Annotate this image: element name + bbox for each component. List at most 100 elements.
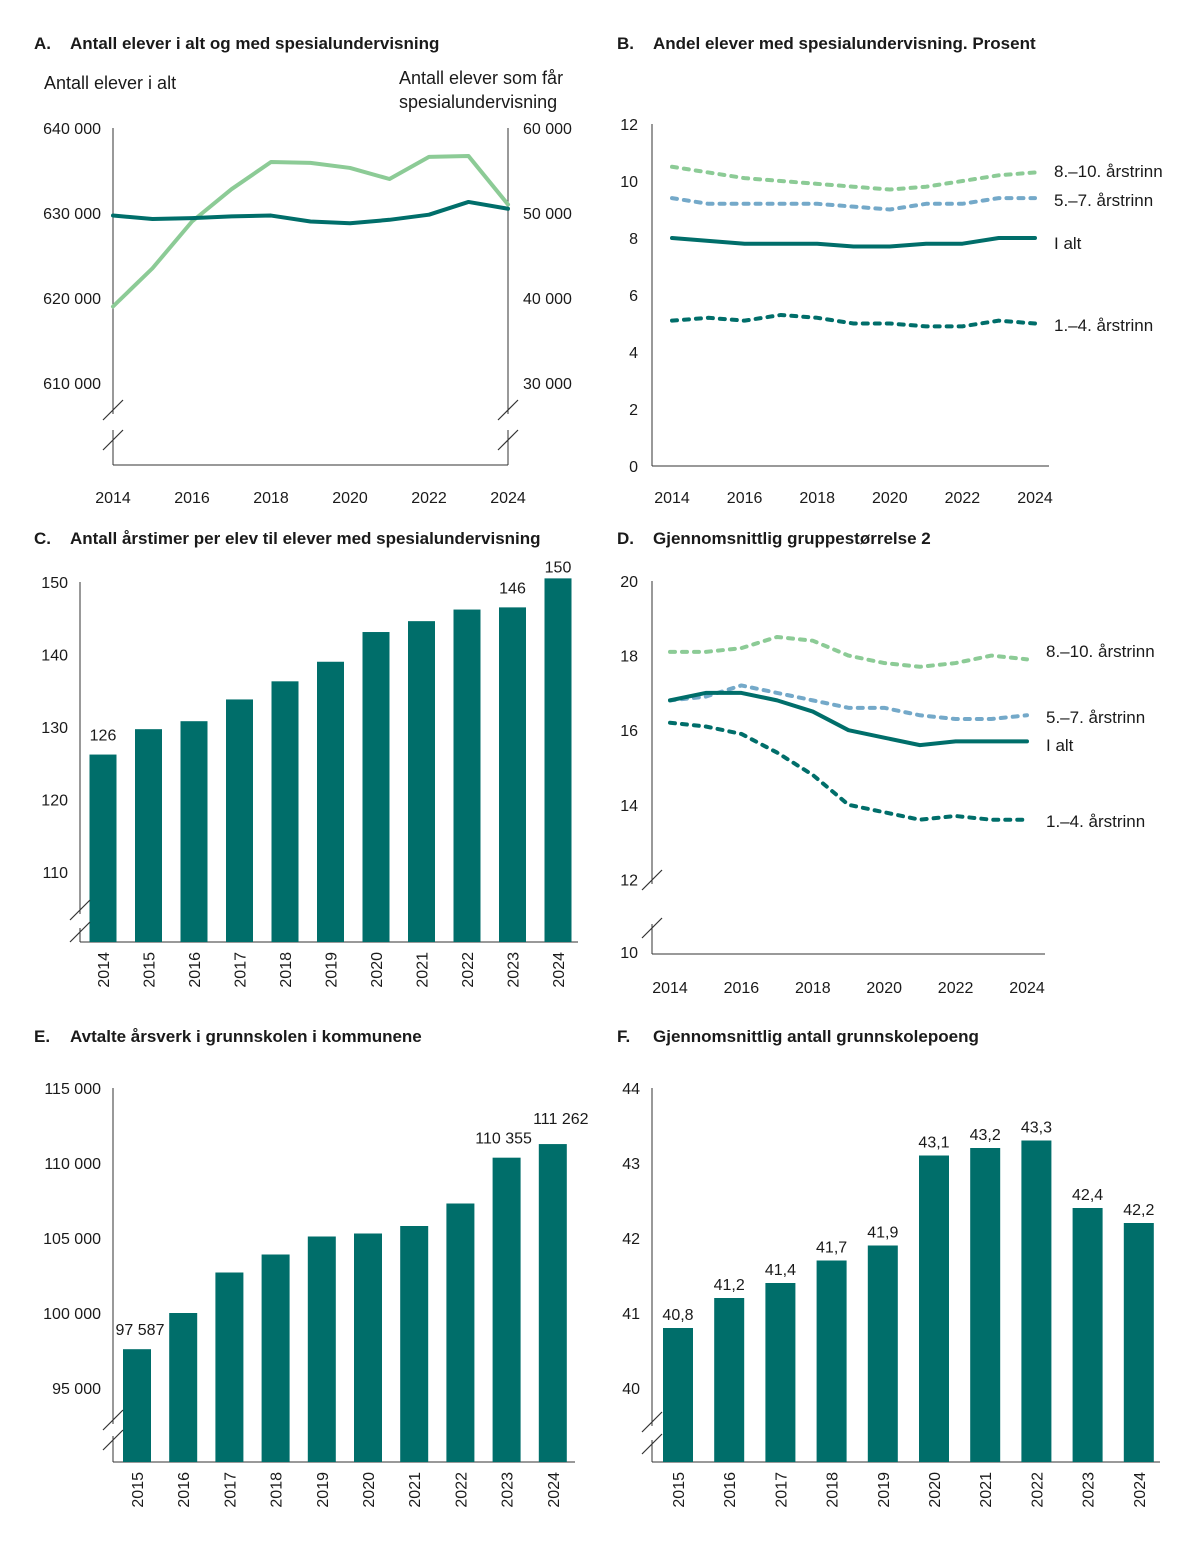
y-tick-label-right: 40 000 bbox=[523, 291, 572, 308]
y-tick-label: 42 bbox=[622, 1231, 640, 1248]
data-label: 126 bbox=[90, 728, 117, 745]
axis-break-mark bbox=[102, 399, 124, 421]
y-tick-label: 110 bbox=[42, 865, 68, 882]
bar bbox=[307, 1236, 336, 1462]
chart-title: F. Gjennomsnittlig antall grunnskolepoeng bbox=[617, 1027, 979, 1047]
y-tick-label: 130 bbox=[41, 720, 68, 737]
bar bbox=[362, 632, 390, 942]
chart-title: D. Gjennomsnittlig gruppestørrelse 2 bbox=[617, 529, 931, 549]
x-tick-label: 2022 bbox=[945, 490, 981, 507]
x-tick-label: 2023 bbox=[1081, 1472, 1098, 1508]
series-label: I alt bbox=[1046, 736, 1074, 755]
x-tick-label: 2023 bbox=[506, 952, 523, 988]
series-label: 8.–10. årstrinn bbox=[1054, 162, 1163, 181]
bar bbox=[714, 1298, 745, 1462]
chart-letter: F. bbox=[617, 1027, 631, 1046]
x-tick-label: 2024 bbox=[490, 490, 526, 507]
chart-title-text: Andel elever med spesialundervisning. Pr… bbox=[653, 34, 1036, 53]
chart-title-text: Gjennomsnittlig antall grunnskolepoeng bbox=[653, 1027, 979, 1046]
x-tick-label: 2019 bbox=[324, 952, 341, 988]
chart-letter: B. bbox=[617, 34, 634, 53]
axis-break-mark bbox=[102, 429, 124, 451]
series-label: I alt bbox=[1054, 234, 1082, 253]
data-label: 42,4 bbox=[1072, 1187, 1103, 1204]
bar bbox=[816, 1260, 847, 1462]
x-tick-label: 2017 bbox=[222, 1472, 239, 1508]
y-tick-label: 4 bbox=[629, 345, 638, 362]
chart-title-text: Antall elever i alt og med spesialunderv… bbox=[70, 34, 440, 53]
chart-title: B. Andel elever med spesialundervisning. … bbox=[617, 34, 1036, 54]
series-line bbox=[670, 164, 1037, 192]
series-line bbox=[111, 154, 510, 309]
y-tick-label: 12 bbox=[620, 117, 638, 134]
chart-letter: D. bbox=[617, 529, 634, 548]
x-tick-label: 2016 bbox=[176, 1472, 193, 1508]
x-tick-label: 2016 bbox=[722, 1472, 739, 1508]
x-tick-label: 2015 bbox=[671, 1472, 688, 1508]
y-tick-label: 20 bbox=[620, 574, 638, 591]
x-tick-label: 2018 bbox=[799, 490, 835, 507]
axis-break-mark bbox=[641, 1411, 663, 1433]
y-tick-label: 18 bbox=[620, 649, 638, 666]
series-label: Antall elever som får bbox=[399, 68, 563, 88]
chart-title-text: Gjennomsnittlig gruppestørrelse 2 bbox=[653, 529, 931, 548]
x-tick-label: 2020 bbox=[866, 980, 902, 997]
series-label: spesialundervisning bbox=[399, 92, 557, 112]
axis-break-mark bbox=[102, 1409, 124, 1431]
x-tick-label: 2015 bbox=[130, 1472, 147, 1508]
y-tick-label: 120 bbox=[41, 793, 68, 810]
x-tick-label: 2024 bbox=[1009, 980, 1045, 997]
y-tick-label-left: 610 000 bbox=[43, 376, 101, 393]
bar bbox=[400, 1226, 429, 1462]
x-tick-label: 2017 bbox=[773, 1472, 790, 1508]
x-tick-label: 2016 bbox=[187, 952, 204, 988]
y-tick-label: 16 bbox=[620, 723, 638, 740]
x-tick-label: 2015 bbox=[142, 952, 159, 988]
data-label: 41,4 bbox=[765, 1262, 796, 1279]
y-tick-label: 95 000 bbox=[52, 1381, 101, 1398]
x-tick-label: 2018 bbox=[795, 980, 831, 997]
bar bbox=[271, 681, 299, 942]
axis-break-mark bbox=[641, 869, 663, 891]
bar bbox=[867, 1245, 898, 1462]
y-tick-label: 150 bbox=[41, 575, 68, 592]
bar bbox=[492, 1157, 521, 1462]
bar bbox=[544, 578, 572, 942]
data-label: 40,8 bbox=[662, 1307, 693, 1324]
y-tick-label: 2 bbox=[629, 402, 638, 419]
y-tick-label: 105 000 bbox=[43, 1231, 101, 1248]
series-line bbox=[668, 634, 1029, 669]
axis-break-mark bbox=[641, 917, 663, 939]
chart-title-text: Antall årstimer per elev til elever med … bbox=[70, 529, 541, 548]
axis-break-gap bbox=[649, 1426, 655, 1440]
y-tick-label: 40 bbox=[622, 1381, 640, 1398]
bar bbox=[123, 1349, 151, 1462]
bar bbox=[453, 609, 481, 942]
x-tick-label: 2024 bbox=[1017, 490, 1053, 507]
chart-title: C. Antall årstimer per elev til elever me… bbox=[34, 529, 541, 549]
y-tick-label-right: 30 000 bbox=[523, 376, 572, 393]
axis-break-mark bbox=[641, 1433, 663, 1455]
bar bbox=[663, 1328, 693, 1462]
x-tick-label: 2016 bbox=[727, 490, 763, 507]
series-label: 8.–10. årstrinn bbox=[1046, 642, 1155, 661]
series-line bbox=[668, 690, 1029, 748]
axis-break-gap bbox=[110, 414, 116, 430]
bar bbox=[408, 621, 435, 942]
bar bbox=[499, 607, 526, 942]
x-tick-label: 2018 bbox=[278, 952, 295, 988]
x-tick-label: 2020 bbox=[872, 490, 908, 507]
x-tick-label: 2016 bbox=[174, 490, 210, 507]
axis-break-gap bbox=[505, 414, 511, 430]
y-tick-label: 8 bbox=[629, 231, 638, 248]
bar bbox=[261, 1254, 290, 1462]
x-tick-label: 2020 bbox=[332, 490, 368, 507]
x-tick-label: 2018 bbox=[825, 1472, 842, 1508]
x-tick-label: 2019 bbox=[876, 1472, 893, 1508]
bar bbox=[1021, 1140, 1052, 1462]
y-tick-label: 110 000 bbox=[44, 1156, 101, 1173]
